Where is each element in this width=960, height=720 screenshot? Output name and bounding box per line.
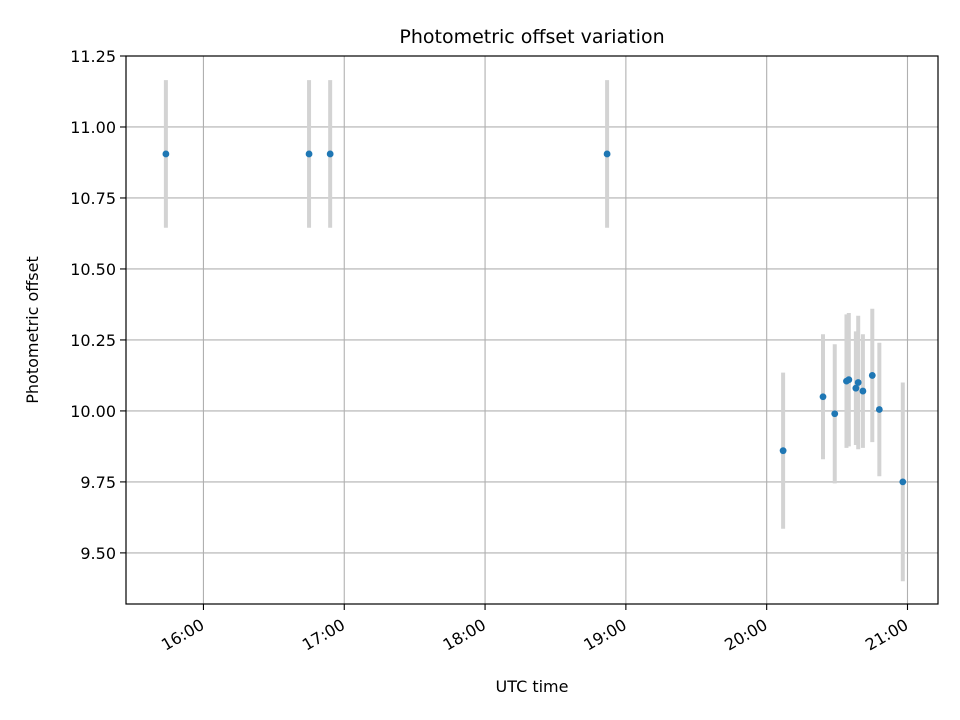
data-point [603, 150, 611, 158]
data-point [845, 376, 853, 384]
y-tick-label: 11.25 [70, 47, 116, 66]
data-point [852, 384, 860, 392]
y-tick-label: 11.00 [70, 118, 116, 137]
data-point [162, 150, 170, 158]
data-point [326, 150, 334, 158]
data-point [779, 447, 787, 455]
data-points [162, 150, 907, 486]
y-tick-label: 10.25 [70, 331, 116, 350]
data-point [859, 387, 867, 395]
chart-title: Photometric offset variation [399, 26, 664, 48]
data-point [819, 393, 827, 401]
plot-frame [125, 55, 939, 605]
data-point [831, 410, 839, 418]
y-tick-label: 9.50 [80, 544, 116, 563]
y-tick-label: 10.75 [70, 189, 116, 208]
data-point [875, 406, 883, 413]
data-point [305, 150, 313, 158]
data-point [868, 372, 876, 379]
x-axis-label: UTC time [496, 677, 569, 696]
y-axis-label: Photometric offset [23, 256, 42, 404]
y-tick-label: 9.75 [80, 473, 116, 492]
y-tick-label: 10.00 [70, 402, 116, 421]
y-tick-label: 10.50 [70, 260, 116, 279]
data-point [899, 478, 907, 486]
y-axis-ticks: 9.50 9.75 10.00 10.25 10.50 10.75 11.00 11.25 [70, 47, 126, 563]
data-point [854, 379, 862, 386]
